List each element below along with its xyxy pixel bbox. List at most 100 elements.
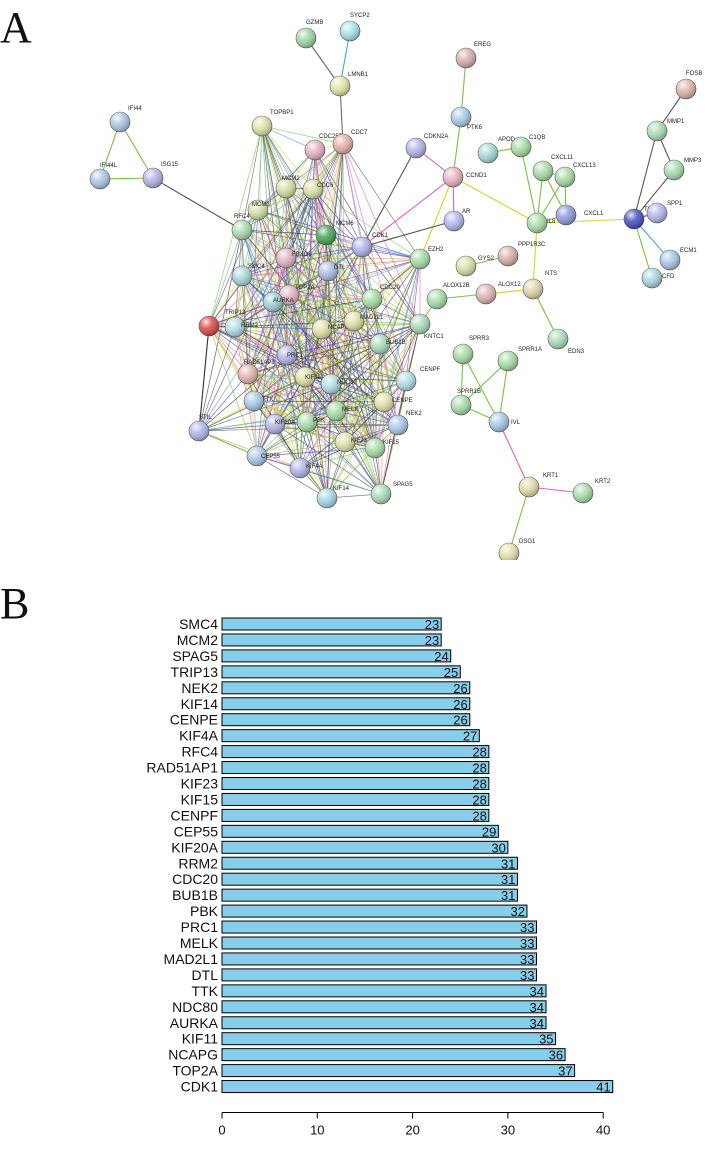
network-node: KRT2	[572, 479, 611, 504]
node-label: CDKN2A	[424, 134, 448, 140]
network-edge	[288, 294, 381, 345]
node-label: KIF14	[333, 486, 350, 492]
network-node: CDK1	[351, 233, 389, 258]
network-edge	[241, 229, 288, 356]
network-edge	[330, 298, 373, 385]
network-edge	[198, 400, 255, 432]
network-edge	[330, 343, 381, 385]
bar-value-label: 24	[434, 649, 448, 664]
network-edge	[257, 209, 421, 260]
network-node: CXCL1	[555, 204, 604, 226]
network-edge	[342, 143, 421, 260]
bar-category-label: MELK	[180, 935, 219, 951]
node-label: PTK6	[467, 125, 483, 131]
bar-category-label: KIF20A	[171, 839, 218, 855]
network-edge	[241, 143, 344, 277]
bar	[221, 856, 518, 870]
node-label: DTL	[334, 265, 346, 271]
network-edge	[312, 188, 421, 260]
network-edge	[198, 325, 210, 432]
node-label: MCM2	[282, 176, 300, 182]
bar-category-label: CENPF	[171, 807, 218, 823]
network-edge	[234, 258, 421, 328]
node-label: CXCL1	[584, 211, 604, 217]
network-edge	[234, 326, 407, 382]
node-label: LMNB1	[348, 72, 369, 78]
network-edge	[274, 423, 399, 426]
bar-value-label: 34	[530, 984, 544, 999]
network-edge	[452, 176, 538, 224]
network-node: KIF4A	[289, 457, 323, 479]
network-edge	[520, 146, 538, 224]
network-node: TRIP13	[198, 310, 246, 337]
network-node: CENPE	[373, 391, 413, 413]
network-edge	[312, 188, 407, 382]
network-edge	[119, 121, 154, 179]
node-label: IVL	[511, 420, 521, 426]
network-edge	[536, 218, 635, 224]
network-node: TOPBP1	[251, 110, 294, 137]
panel-b-label: B	[0, 579, 30, 628]
network-node: EZH2	[409, 247, 444, 270]
network-node: SPRR1A	[497, 347, 542, 372]
node-label: EDN3	[568, 349, 585, 355]
network-edge	[374, 380, 407, 449]
bar	[221, 872, 518, 886]
bar-value-label: 37	[558, 1064, 572, 1079]
network-edge	[274, 257, 287, 425]
bar	[221, 633, 442, 647]
node-label: SPP1	[667, 201, 683, 207]
network-edge	[241, 229, 327, 236]
node-label: KIF23	[351, 438, 368, 444]
network-node: RAD51AP1	[237, 360, 275, 385]
node-label: MMP1	[667, 119, 685, 125]
node-label: TOP2A	[295, 285, 315, 291]
network-node: MCM3	[247, 199, 270, 221]
network-edge	[234, 298, 373, 328]
bar-category-label: AURKA	[170, 1015, 219, 1031]
bar-category-label: PBK	[190, 903, 219, 919]
bar-value-label: 27	[463, 729, 477, 744]
network-edge	[241, 270, 329, 277]
network-edge	[304, 143, 344, 378]
network-edge	[460, 360, 509, 406]
bar-category-label: TOP2A	[172, 1063, 218, 1079]
x-tick-label: 40	[596, 1123, 610, 1138]
network-edge	[306, 323, 421, 423]
node-label: CDC6	[317, 183, 334, 189]
network-edge	[321, 328, 385, 403]
node-label: PPP1R3C	[518, 242, 546, 248]
x-tick-label: 30	[501, 1123, 515, 1138]
node-label: KIF4A	[306, 464, 323, 470]
node-label: EREG	[474, 42, 491, 48]
network-edge	[335, 410, 399, 426]
network-edge	[285, 187, 290, 296]
bar-category-label: MCM2	[177, 632, 218, 648]
network-edge	[247, 373, 332, 385]
network-edge	[256, 455, 328, 499]
network-node: MMP3	[663, 158, 702, 181]
network-edge	[299, 410, 337, 469]
network-edge	[253, 125, 263, 402]
network-node: CXCL11	[532, 155, 574, 182]
network-edge	[335, 298, 373, 412]
node-label: MAD2L1	[360, 315, 384, 321]
network-edge	[261, 125, 314, 190]
bar-category-label: KIF23	[181, 776, 219, 792]
bar-value-label: 31	[501, 888, 515, 903]
degree-bar-chart: SMC4 23 MCM2 23 SPAG5 24 TRIP13 25 NEK2 26 KIF14 26…	[146, 616, 614, 1138]
bar	[221, 808, 490, 822]
node-label: SMC4	[248, 264, 265, 270]
x-tick-label: 20	[405, 1123, 419, 1138]
network-edge	[419, 176, 454, 260]
network-edge	[241, 246, 363, 277]
network-node: KIF23	[334, 431, 368, 453]
network-edge	[256, 410, 337, 457]
bar-category-label: KIF14	[181, 696, 219, 712]
bar	[221, 777, 490, 790]
node-label: KRT2	[595, 479, 611, 485]
bar	[221, 1016, 547, 1030]
node-label: KIF20A	[275, 420, 295, 426]
network-node: CCND1	[442, 166, 487, 188]
bar	[221, 968, 537, 982]
